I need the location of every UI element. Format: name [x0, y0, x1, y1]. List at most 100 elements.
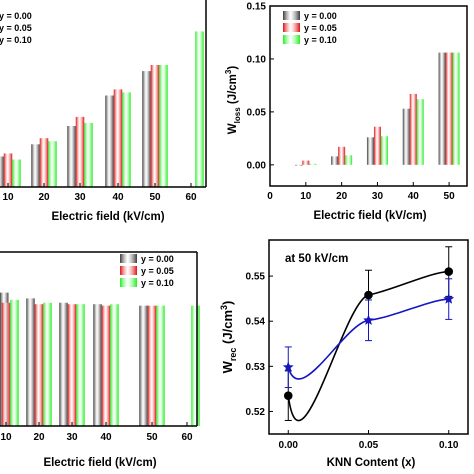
bar-a-s0-0: [0, 156, 4, 187]
bar-c-s0-4: [139, 305, 148, 426]
bar-a-s2-0: [12, 159, 21, 187]
tick-label-c: 50: [146, 432, 158, 443]
legend-b-swatch: [283, 23, 300, 32]
bar-b-s1-3: [409, 93, 417, 165]
tick-label-d-y: 0.52: [246, 407, 266, 418]
bar-a-s2-3: [122, 92, 131, 187]
ylabel-d-ylabel_close: ): [220, 301, 235, 305]
tick-label-a: 50: [149, 192, 161, 203]
bar-a-s0-3: [105, 95, 114, 187]
bar-a-s0-4: [142, 71, 151, 187]
point-d-circle: [364, 290, 373, 300]
legend-c-swatch: [120, 254, 137, 263]
tick-label-d-y: 0.53: [246, 362, 266, 373]
bar-a-s2-4: [159, 65, 168, 187]
ylabel-b-ylabel_unit: (J/cm: [227, 74, 239, 107]
bar-c-s2-2: [76, 304, 85, 426]
legend-a-label: y = 0.05: [0, 23, 32, 33]
bar-c-s1-4: [147, 305, 157, 426]
ylabel-b: Wloss (J/cm3): [224, 66, 242, 135]
bar-a-s1-0: [3, 153, 13, 187]
ylabel-d-ylabel_main: W: [220, 360, 235, 373]
xlabel-a: Electric field (kV/cm): [51, 211, 164, 223]
xlabel-d: KNN Content (x): [327, 457, 416, 469]
bar-b-s0-4: [438, 52, 446, 165]
bar-b-s2-3: [416, 99, 424, 165]
ylabel-d: Wrec (J/cm3): [219, 301, 238, 374]
line-d-s1: [287, 298, 449, 380]
legend-b-label: y = 0.10: [304, 35, 337, 45]
ylabel-d-ylabel_sup: 3: [219, 305, 229, 310]
tick-label-b-x: 10: [300, 191, 312, 202]
point-d-star: [443, 293, 455, 304]
legend-c-label: y = 0.00: [141, 254, 174, 264]
bar-a-s2-5: [195, 31, 204, 188]
tick-label-a: 60: [185, 192, 197, 203]
legend-b-label: y = 0.00: [304, 11, 337, 21]
bar-b-s2-2: [380, 136, 388, 165]
bar-a-s1-4: [150, 65, 160, 187]
tick-label-c: 40: [100, 432, 112, 443]
annotation-d: at 50 kV/cm: [285, 253, 348, 265]
legend-b-label: y = 0.05: [304, 23, 337, 33]
legend-c-swatch: [120, 266, 137, 275]
bar-c-s1-1: [34, 304, 44, 426]
point-d-star: [282, 361, 294, 373]
bar-b-s1-0: [302, 160, 310, 165]
tick-label-a: 20: [38, 192, 50, 203]
point-d-star: [362, 314, 375, 326]
bar-c-s0-1: [26, 298, 35, 426]
bar-c-s1-3: [101, 305, 111, 426]
tick-label-a: 10: [2, 192, 14, 203]
legend-b-swatch: [283, 11, 300, 20]
tick-label-b-x: 40: [408, 191, 420, 202]
legend-b-swatch: [283, 35, 300, 44]
bar-b-s1-2: [373, 126, 381, 165]
xlabel-c: Electric field (kV/cm): [43, 457, 156, 469]
bar-a-s2-2: [84, 122, 93, 187]
ylabel-d-ylabel_unit: (J/cm: [220, 310, 235, 348]
tick-label-b-y: 0.05: [247, 107, 267, 118]
bar-b-s1-4: [445, 52, 453, 165]
ylabel-b-text: Wloss (J/cm3): [224, 66, 242, 135]
bar-c-s2-1: [43, 302, 52, 426]
ylabel-d-ylabel_sub: rec: [228, 348, 238, 362]
point-d-circle: [444, 267, 454, 276]
bar-b-s0-3: [402, 108, 410, 165]
bar-c-s0-2: [59, 302, 68, 426]
bar-a-s1-1: [39, 138, 49, 187]
tick-label-b-x: 30: [372, 191, 384, 202]
bar-a-s0-2: [67, 126, 76, 187]
tick-label-c: 20: [33, 432, 45, 443]
legend-c-label: y = 0.10: [141, 278, 174, 288]
tick-label-d-x: 0.00: [279, 440, 299, 451]
bar-b-s0-0: [295, 164, 303, 166]
tick-label-c: 30: [66, 432, 78, 443]
bar-a-s1-2: [75, 116, 85, 187]
tick-label-a: 30: [74, 192, 86, 203]
bar-b-s0-2: [366, 137, 374, 165]
bar-a-s0-1: [31, 144, 40, 187]
ylabel-d-text: Wrec (J/cm3): [219, 301, 238, 374]
bar-b-s2-0: [309, 163, 317, 165]
ylabel-b-ylabel_sup: 3: [224, 69, 233, 74]
legend-a-label: y = 0.00: [0, 11, 32, 21]
tick-label-b-y: 0.15: [247, 2, 267, 13]
point-d-circle: [283, 391, 293, 400]
bar-b-s1-1: [338, 146, 346, 165]
line-d-s0: [287, 270, 449, 421]
legend-a-label: y = 0.10: [0, 35, 32, 45]
xlabel-b: Electric field (kV/cm): [313, 210, 426, 222]
ylabel-b-ylabel_sub: loss: [233, 107, 242, 124]
ylabel-b-ylabel_main: W: [227, 123, 239, 134]
tick-label-b-x: 50: [444, 191, 456, 202]
bar-c-s2-3: [110, 304, 119, 426]
tick-label-d-y: 0.54: [246, 317, 266, 328]
bar-c-s2-5: [191, 305, 200, 426]
tick-label-b-x: 0: [267, 191, 273, 202]
legend-c-label: y = 0.05: [141, 266, 174, 276]
tick-label-b-y: 0.00: [247, 160, 267, 171]
tick-label-d-x: 0.05: [359, 440, 379, 451]
bar-b-s2-1: [345, 155, 353, 165]
